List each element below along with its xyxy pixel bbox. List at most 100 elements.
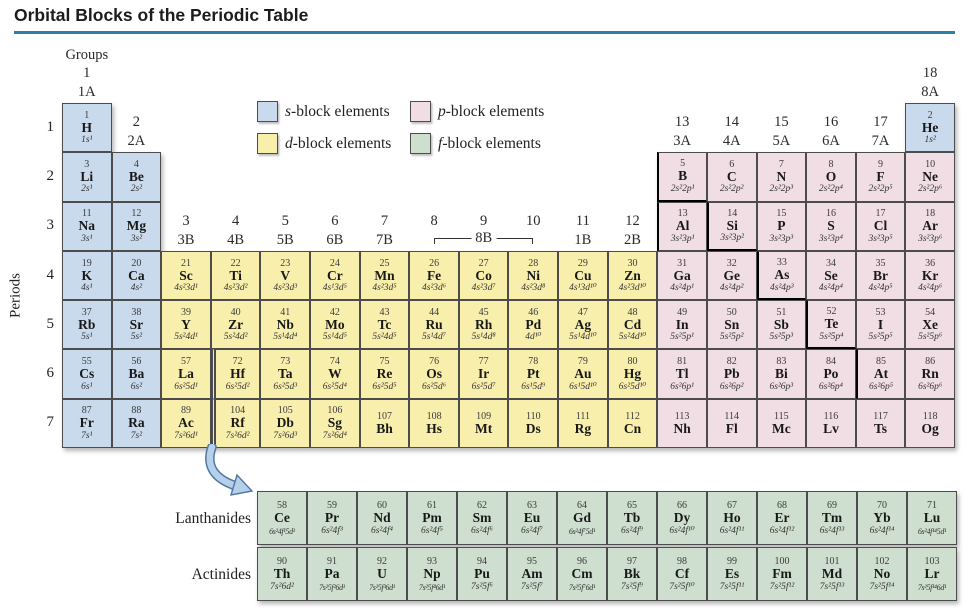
element-cell-s: 16 S 3s²3p⁴ — [806, 201, 856, 251]
element-cell-in: 49 In 5s²5p¹ — [657, 300, 707, 350]
element-cell-md: 101 Md 7s²5f¹³ — [807, 547, 857, 601]
atomic-number: 108 — [426, 411, 442, 423]
electron-config: 7s²5f¹² — [769, 581, 795, 592]
atomic-number: 109 — [476, 411, 492, 423]
electron-config: 5s¹4d¹⁰ — [569, 332, 597, 343]
element-symbol: Lu — [923, 510, 941, 525]
element-symbol: Cr — [326, 267, 343, 283]
element-symbol: Bi — [774, 366, 788, 382]
atomic-number: 52 — [826, 306, 837, 318]
electron-config: 6s²5d⁵ — [372, 381, 397, 392]
element-cell-np: 93 Np 7s²5f⁴6d¹ — [407, 547, 457, 601]
atomic-number: 5 — [680, 158, 686, 170]
electron-config: 2s² — [130, 184, 143, 195]
atomic-number: 70 — [877, 500, 887, 511]
element-symbol: As — [774, 267, 790, 283]
atomic-number: 2 — [927, 109, 933, 121]
element-symbol: Ti — [229, 267, 242, 283]
atomic-number: 96 — [577, 556, 587, 567]
electron-config: 5s²5p¹ — [670, 332, 694, 343]
element-symbol: Rb — [78, 316, 96, 332]
element-cell-hs: 108 Hs — [409, 398, 459, 449]
electron-config: 4s²3d³ — [273, 283, 298, 294]
element-symbol: Hf — [230, 366, 246, 382]
element-cell-ge: 32 Ge 4s²4p² — [706, 250, 757, 301]
group-header-15: 15 5A — [772, 114, 791, 149]
group-header-11: 11 1B — [574, 213, 592, 248]
element-cell-yb: 70 Yb 6s²4f¹⁴ — [857, 491, 907, 545]
element-cell-mc: 115 Mc — [756, 398, 807, 449]
electron-config: 2s¹ — [81, 184, 93, 195]
element-cell-cl: 17 Cl 3s²3p⁵ — [855, 201, 906, 251]
atomic-number: 34 — [825, 257, 836, 269]
element-cell-br: 35 Br 4s²4p⁵ — [855, 250, 906, 301]
element-symbol: Zr — [228, 316, 244, 332]
electron-config: 6s²6p¹ — [670, 381, 694, 392]
electron-config: 3s²3p¹ — [670, 233, 695, 244]
element-symbol: U — [377, 566, 387, 581]
element-symbol: Bk — [623, 566, 641, 581]
atomic-number: 42 — [329, 306, 340, 318]
electron-config: 4s²4p³ — [770, 282, 794, 293]
atomic-number: 49 — [677, 306, 688, 318]
electron-config: 6s²4f¹⁴5d¹ — [917, 526, 947, 536]
electron-config: 4s²4p² — [719, 283, 744, 294]
legend-item-s-block: s-block elements — [257, 101, 410, 122]
electron-config: 5s²5p² — [719, 332, 744, 343]
element-cell-ce: 58 Ce 6s²4f¹5d¹ — [257, 491, 307, 545]
element-symbol: Nh — [673, 421, 691, 437]
atomic-number: 55 — [81, 356, 92, 368]
element-cell-cf: 98 Cf 7s²5f¹⁰ — [657, 547, 707, 601]
electron-config: 6s²5d⁴ — [322, 381, 347, 392]
element-symbol: Rh — [475, 316, 493, 332]
electron-config: 6s²4f¹² — [769, 525, 795, 536]
electron-config: 6s²6p⁶ — [918, 381, 943, 392]
element-cell-sc: 21 Sc 4s²3d¹ — [161, 250, 211, 301]
electron-config: 5s²4d¹ — [174, 332, 198, 343]
electron-config: 6s²5d⁶ — [422, 381, 447, 392]
electron-config: 3s² — [130, 233, 143, 244]
atomic-number: 82 — [726, 356, 737, 368]
page-title: Orbital Blocks of the Periodic Table — [14, 5, 309, 25]
element-symbol: Og — [921, 421, 939, 437]
element-cell-as: 33 As 4s²4p³ — [756, 250, 807, 301]
electron-config: 7s²6d² — [225, 430, 250, 441]
electron-config: 7s¹ — [81, 430, 93, 441]
element-symbol: Fe — [426, 267, 442, 283]
electron-config: 5s² — [130, 332, 143, 343]
element-symbol: N — [776, 168, 787, 184]
electron-config: 7s²5f¹⁴6d¹ — [917, 582, 947, 592]
element-cell-k: 19 K 4s¹ — [62, 250, 112, 301]
electron-config: 2s²2p² — [719, 184, 744, 195]
element-cell-pt: 78 Pt 6s¹5d⁹ — [508, 349, 559, 399]
element-symbol: Hg — [623, 366, 642, 382]
atomic-number: 94 — [477, 556, 487, 567]
atomic-number: 48 — [627, 306, 638, 318]
electron-config: 3s²3p³ — [769, 233, 794, 244]
element-symbol: Tc — [377, 316, 392, 332]
element-cell-mn: 25 Mn 4s²3d⁵ — [359, 250, 410, 301]
electron-config: 6s²6p⁵ — [869, 381, 894, 392]
element-cell-rb: 37 Rb 5s¹ — [62, 300, 112, 350]
element-cell-sb: 51 Sb 5s²5p³ — [756, 300, 807, 350]
atomic-number: 116 — [823, 411, 839, 423]
electron-config: 7s²5f⁷ — [521, 581, 543, 592]
element-cell-ga: 31 Ga 4s²4p¹ — [657, 250, 707, 301]
element-symbol: Ni — [526, 267, 541, 283]
legend-label: f-block elements — [438, 134, 541, 152]
atomic-number: 80 — [627, 356, 638, 368]
electron-config: 7s²5f⁷6d¹ — [568, 582, 596, 592]
electron-config: 5s²4d¹⁰ — [618, 332, 647, 343]
element-symbol: B — [678, 168, 688, 184]
element-cell-p: 15 P 3s²3p³ — [756, 201, 807, 251]
element-symbol: C — [726, 168, 737, 184]
electron-config: 7s²6d² — [270, 581, 294, 592]
electron-config: 4s²3d⁶ — [422, 283, 447, 294]
element-symbol: Kr — [921, 267, 939, 283]
atomic-number: 41 — [280, 306, 291, 318]
electron-config: 6s²5d³ — [273, 381, 298, 392]
element-cell-cr: 24 Cr 4s¹3d⁵ — [310, 250, 360, 301]
element-cell-nh: 113 Nh — [657, 398, 707, 449]
element-symbol: O — [825, 168, 837, 184]
group-header-10: 10 — [526, 213, 541, 229]
